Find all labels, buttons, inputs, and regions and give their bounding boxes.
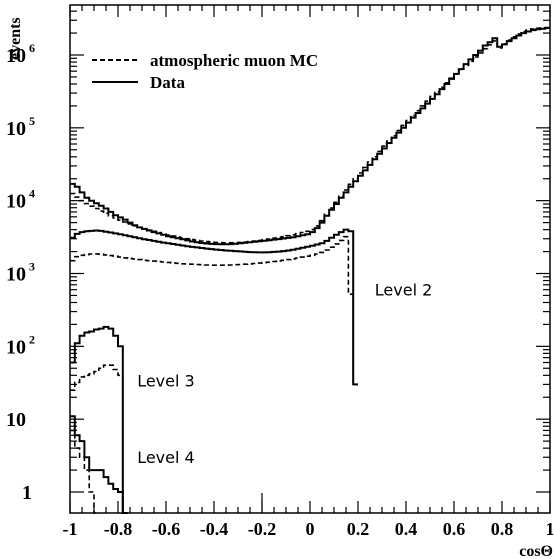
y-axis-label: events <box>7 17 24 60</box>
x-tick-label: -0.4 <box>200 519 229 539</box>
annotation-label: Level 3 <box>137 372 195 391</box>
x-tick-label: -0.6 <box>152 519 181 539</box>
x-tick-label: 0.8 <box>491 519 514 539</box>
y-tick-label: 10 <box>6 409 26 431</box>
annotation-label: Level 4 <box>137 448 195 467</box>
legend: atmospheric muon MC Data <box>92 51 318 92</box>
x-tick-label: -0.8 <box>104 519 133 539</box>
x-tick-label: 0.4 <box>395 519 418 539</box>
x-tick-label: -1 <box>63 519 78 539</box>
legend-label-mc: atmospheric muon MC <box>150 51 318 70</box>
y-tick-label: 10 2 <box>6 332 35 358</box>
annotation-label: Level 2 <box>375 280 433 299</box>
x-tick-label: 0.6 <box>443 519 466 539</box>
series-3-dashed <box>70 237 358 385</box>
x-axis-label: cosΘ <box>519 543 553 559</box>
x-tick-labels: -1 -0.8 -0.6 -0.4 -0.2 0 0.2 0.4 0.6 0.8 1 <box>63 519 555 539</box>
x-tick-label: -0.2 <box>248 519 277 539</box>
y-tick-label: 10 4 <box>6 187 35 213</box>
series-6-solid <box>70 416 128 513</box>
series-group <box>70 28 550 513</box>
legend-label-data: Data <box>150 73 185 92</box>
x-tick-label: 0.2 <box>347 519 370 539</box>
x-tick-label: 0 <box>306 519 315 539</box>
y-tick-label: 10 5 <box>6 114 35 140</box>
series-2-solid <box>70 230 358 385</box>
y-tick-label: 10 3 <box>6 260 35 286</box>
x-tick-label: 1 <box>546 519 555 539</box>
y-tick-label: 1 <box>22 482 32 504</box>
level-annotations: Level 2 Level 3 Level 4 <box>137 280 432 467</box>
series-4-solid <box>70 327 128 513</box>
